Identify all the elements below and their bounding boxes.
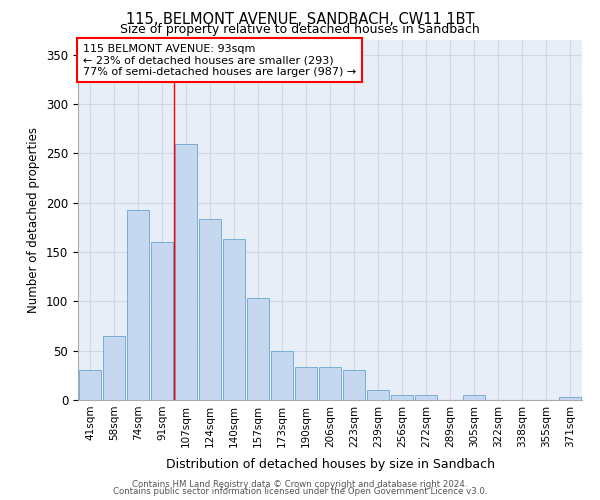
Text: Contains public sector information licensed under the Open Government Licence v3: Contains public sector information licen… xyxy=(113,487,487,496)
Bar xyxy=(463,395,485,400)
Bar xyxy=(271,350,293,400)
Bar xyxy=(223,239,245,400)
X-axis label: Distribution of detached houses by size in Sandbach: Distribution of detached houses by size … xyxy=(166,458,494,471)
Bar xyxy=(79,370,101,400)
Bar xyxy=(367,390,389,400)
Text: 115, BELMONT AVENUE, SANDBACH, CW11 1BT: 115, BELMONT AVENUE, SANDBACH, CW11 1BT xyxy=(126,12,474,28)
Y-axis label: Number of detached properties: Number of detached properties xyxy=(28,127,40,313)
Bar xyxy=(391,395,413,400)
Bar xyxy=(151,242,173,400)
Bar xyxy=(319,368,341,400)
Bar xyxy=(295,368,317,400)
Bar xyxy=(415,395,437,400)
Text: 115 BELMONT AVENUE: 93sqm
← 23% of detached houses are smaller (293)
77% of semi: 115 BELMONT AVENUE: 93sqm ← 23% of detac… xyxy=(83,44,356,77)
Text: Size of property relative to detached houses in Sandbach: Size of property relative to detached ho… xyxy=(120,22,480,36)
Bar xyxy=(559,397,581,400)
Bar xyxy=(343,370,365,400)
Bar xyxy=(175,144,197,400)
Bar xyxy=(247,298,269,400)
Bar xyxy=(127,210,149,400)
Bar xyxy=(103,336,125,400)
Text: Contains HM Land Registry data © Crown copyright and database right 2024.: Contains HM Land Registry data © Crown c… xyxy=(132,480,468,489)
Bar xyxy=(199,218,221,400)
